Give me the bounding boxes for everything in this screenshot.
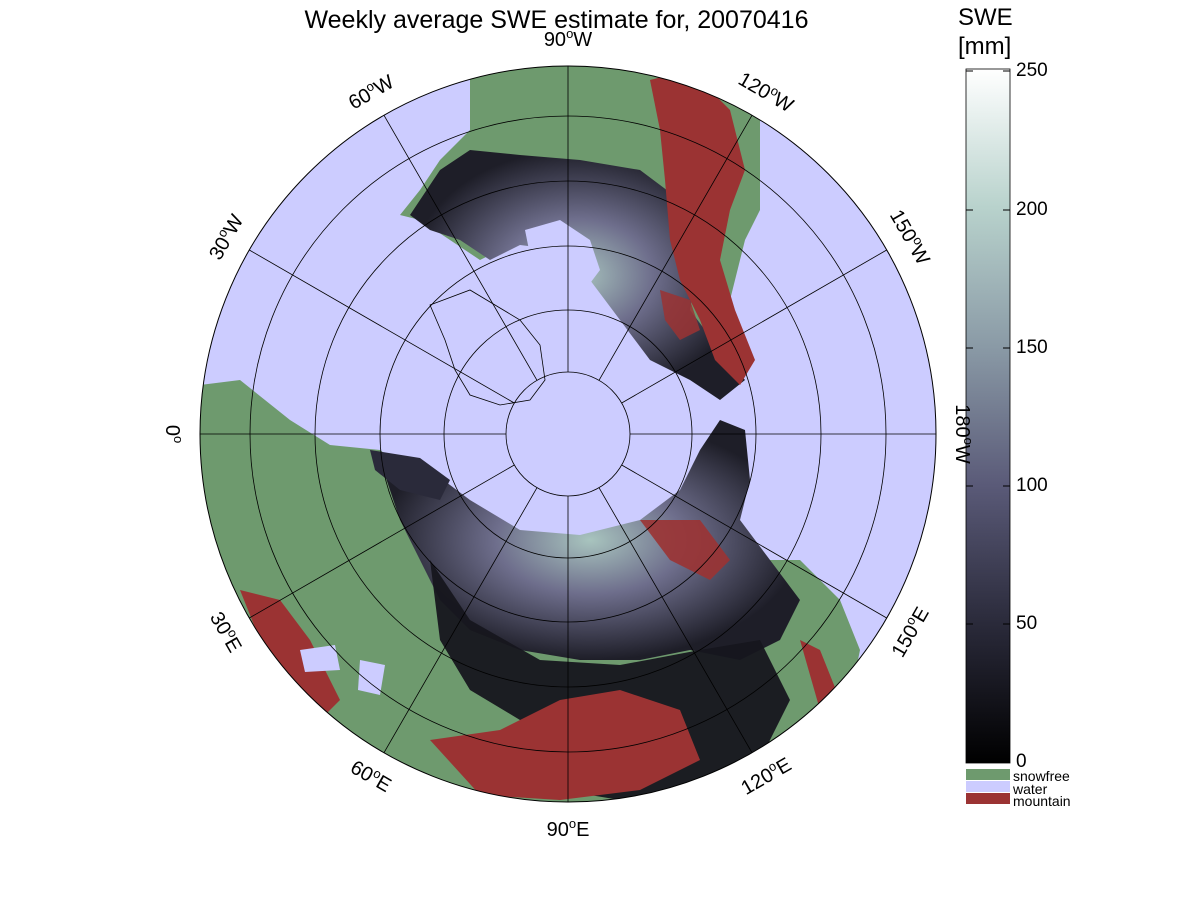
siberia-mountain — [640, 520, 730, 580]
colorbar-tick-label: 0 — [1016, 751, 1027, 772]
map-title: Weekly average SWE estimate for, 2007041… — [304, 6, 809, 34]
black-sea — [300, 645, 340, 672]
colorbar-tick-label: 250 — [1016, 60, 1048, 81]
meridian-line — [383, 487, 538, 753]
rockies-mountain — [650, 70, 755, 385]
colorbar-tick-label: 150 — [1016, 337, 1048, 358]
land-layer — [200, 66, 860, 802]
legend-swatch-water — [966, 781, 1010, 792]
scandinavia — [370, 450, 450, 500]
map-boundary — [199, 65, 937, 803]
alaska-mountain — [660, 290, 700, 340]
legend-label-mountain: mountain — [1013, 793, 1071, 809]
caspian-sea — [358, 660, 385, 695]
legend-swatch-snowfree — [966, 769, 1010, 780]
longitude-label: 180oW — [951, 404, 976, 464]
longitude-graticule — [200, 66, 936, 802]
meridian-line — [621, 249, 887, 404]
colorbar-ticks — [966, 70, 1010, 625]
meridian-line — [621, 464, 887, 619]
colorbar-tick-label: 100 — [1016, 475, 1048, 496]
colorbar-tick-label: 200 — [1016, 199, 1048, 220]
colorbar-gradient — [965, 68, 1011, 764]
colorbar-units: [mm] — [958, 33, 1012, 60]
meridian-line — [249, 464, 515, 619]
meridian-line — [383, 115, 538, 381]
meridian-line — [598, 115, 753, 381]
north-america-snow — [410, 150, 745, 400]
eurasia-snow — [380, 420, 800, 660]
meridian-line — [249, 249, 515, 404]
eurasia-low-snow — [430, 560, 790, 800]
legend-label-snowfree: snowfree — [1013, 768, 1070, 784]
colorbar-tick-label: 50 — [1016, 613, 1038, 634]
longitude-label: 90oW — [543, 26, 593, 51]
greenland — [429, 289, 546, 406]
legend-label-water: water — [1013, 781, 1048, 797]
europe-mountain — [240, 590, 340, 720]
meridian-line — [598, 487, 753, 753]
legend-swatch-mountain — [966, 793, 1010, 804]
longitude-label: 90oE — [546, 816, 590, 841]
colorbar-title: SWE — [958, 4, 1013, 31]
hudson-bay — [525, 220, 600, 290]
eurasia-mountain-south — [430, 690, 700, 800]
longitude-label: 0o — [161, 424, 186, 444]
